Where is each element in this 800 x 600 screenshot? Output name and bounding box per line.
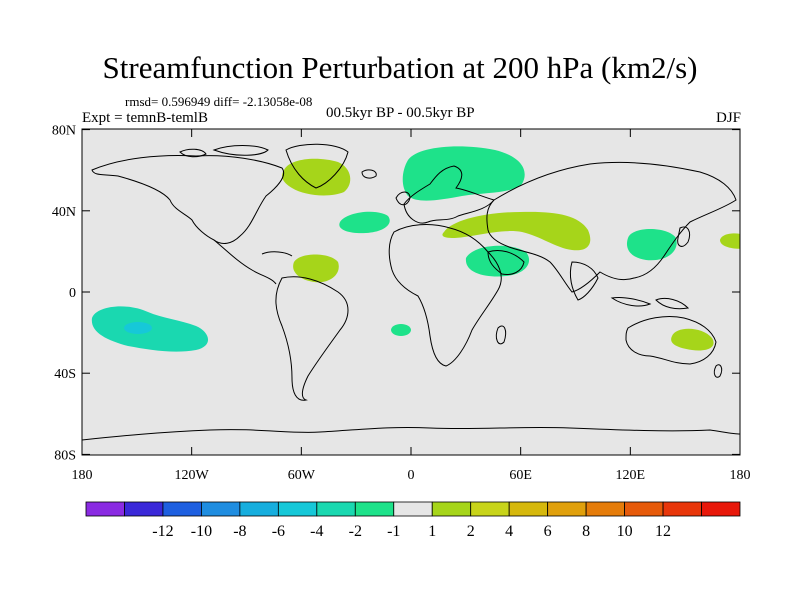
colorbar-swatch (662, 501, 702, 517)
lat-tick-label: 0 (69, 286, 76, 301)
colorbar-label: -2 (349, 523, 362, 540)
season-label: DJF (715, 110, 741, 126)
period-label: 00.5kyr BP - 00.5kyr BP (326, 105, 475, 121)
colorbar-swatch (470, 501, 510, 517)
lat-tick-label: 80N (52, 124, 76, 139)
contour-satlantic-negative (391, 324, 411, 336)
stats-label: rmsd= 0.596949 diff= -2.13058e-08 (125, 94, 313, 109)
colorbar-label: 6 (544, 523, 552, 540)
colorbar-label: -12 (152, 523, 173, 540)
colorbar-swatch (508, 501, 549, 517)
colorbar-swatch (354, 501, 395, 517)
colorbar-label: 1 (428, 523, 436, 540)
colorbar-swatch (277, 501, 318, 517)
longitude-axis: 180 120W 60W 0 60E 120E 180 (72, 129, 751, 483)
colorbar-label: 12 (655, 523, 671, 540)
colorbar: -12 -10 -8 -6 -4 -2 -1 1 2 4 6 8 10 12 (85, 501, 741, 540)
colorbar-swatch (585, 501, 625, 517)
colorbar-label: -10 (191, 523, 212, 540)
contour-midatlantic-negative (339, 211, 390, 234)
lat-tick-label: 40N (52, 205, 76, 220)
colorbar-swatch (547, 501, 587, 517)
colorbar-label: 10 (617, 523, 633, 540)
contour-europe-negative (402, 146, 525, 201)
colorbar-label: -8 (233, 523, 246, 540)
plot-title: Streamfunction Perturbation at 200 hPa (… (102, 50, 698, 85)
lon-tick-label: 60E (509, 468, 532, 483)
colorbar-swatch (624, 501, 664, 517)
lon-tick-label: 120E (616, 468, 646, 483)
contour-pacific-positive (720, 233, 740, 249)
experiment-label: Expt = temnB-temlB (82, 110, 208, 126)
lon-tick-label: 180 (72, 468, 93, 483)
colorbar-label: 4 (505, 523, 513, 540)
contour-asia-positive (442, 211, 591, 251)
colorbar-label: -6 (272, 523, 285, 540)
contour-arabia-negative (465, 245, 530, 277)
lat-tick-label: 40S (54, 367, 76, 382)
contour-greenland-positive (282, 158, 351, 196)
contour-caribbean-positive (293, 254, 339, 283)
colorbar-label: -4 (310, 523, 323, 540)
coastlines (82, 143, 740, 441)
colorbar-label: 8 (582, 523, 590, 540)
colorbar-swatch (85, 501, 125, 517)
colorbar-swatch (162, 501, 202, 517)
lon-tick-label: 0 (408, 468, 415, 483)
colorbar-swatch (239, 501, 279, 517)
latitude-axis: 80N 40N 0 40S 80S (52, 124, 740, 463)
lon-tick-label: 180 (730, 468, 751, 483)
lon-tick-label: 60W (288, 468, 316, 483)
colorbar-swatch (393, 501, 433, 517)
contour-australia-positive (671, 328, 714, 351)
colorbar-swatch (701, 501, 741, 517)
colorbar-swatch (431, 501, 472, 517)
colorbar-swatch (316, 501, 356, 517)
colorbar-label: 2 (467, 523, 475, 540)
colorbar-swatch (201, 501, 241, 517)
lat-tick-label: 80S (54, 448, 76, 463)
colorbar-label: -1 (387, 523, 400, 540)
contour-spacific-core (124, 322, 152, 334)
lon-tick-label: 120W (175, 468, 210, 483)
colorbar-swatch (124, 501, 164, 517)
contour-fill-layer (82, 143, 740, 441)
contour-eastasia-negative (626, 229, 677, 261)
